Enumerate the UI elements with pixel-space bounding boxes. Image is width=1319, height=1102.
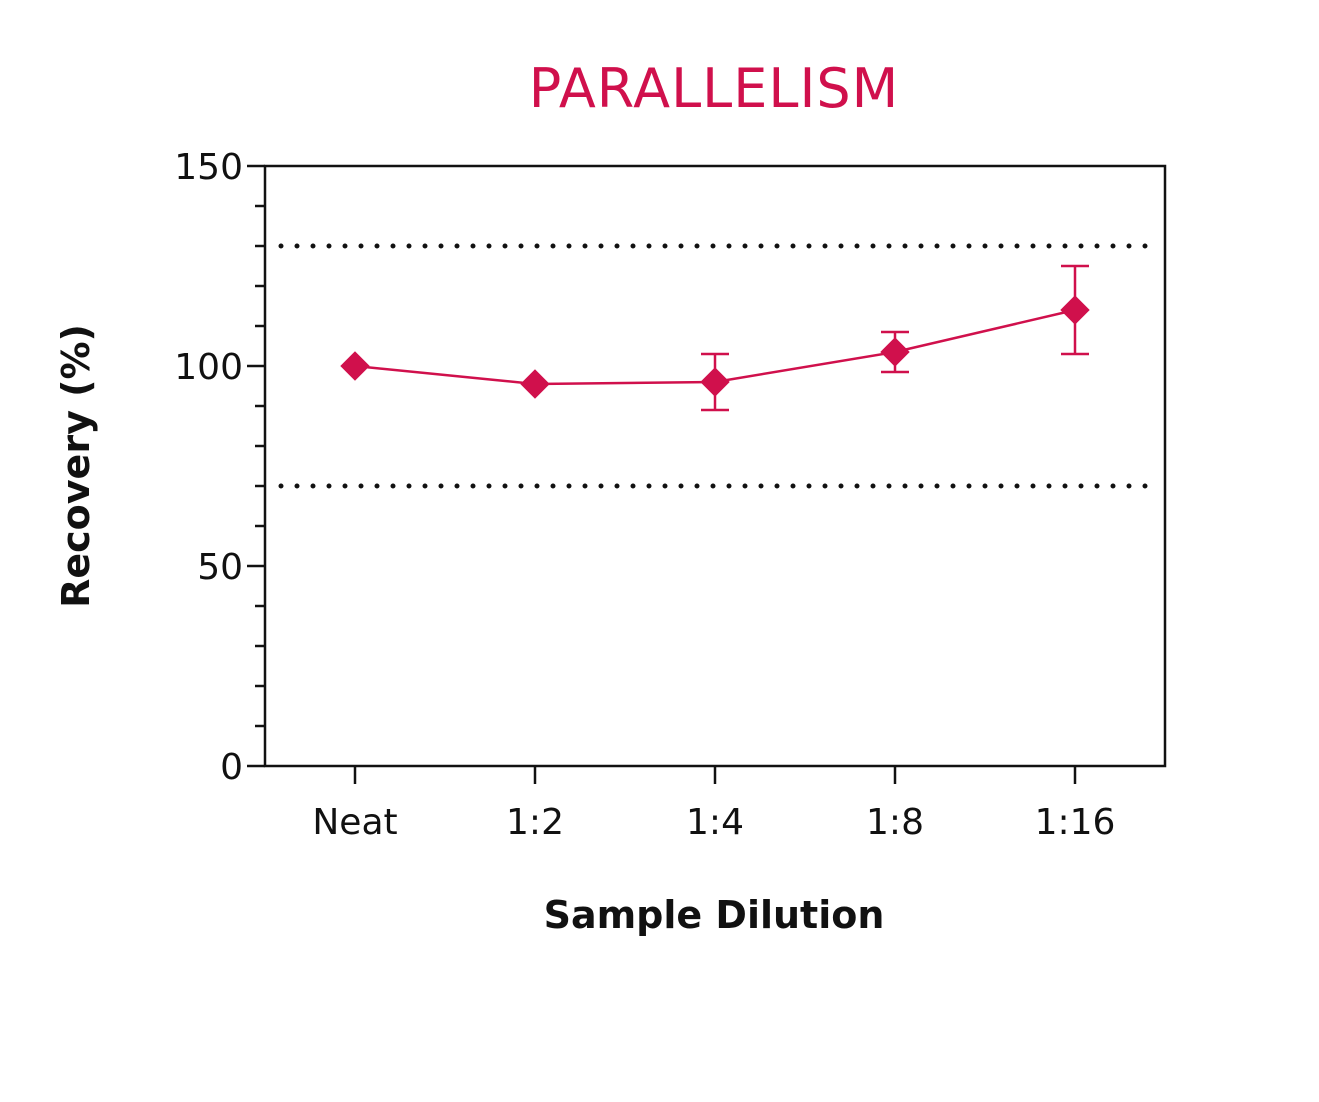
x-tick-label: Neat (312, 802, 397, 843)
y-tick-label: 50 (197, 547, 243, 588)
x-tick-label: 1:2 (506, 802, 564, 843)
plot-area (263, 164, 1167, 768)
data-point (700, 367, 730, 397)
chart-title: PARALLELISM (529, 57, 900, 120)
x-tick-label: 1:8 (866, 802, 924, 843)
x-tick-label: 1:16 (1035, 802, 1116, 843)
data-point (340, 351, 370, 381)
data-point (880, 337, 910, 367)
reference-lines (278, 243, 1160, 489)
y-tick-label: 100 (174, 347, 243, 388)
y-axis: 0 50 100 150 (174, 147, 265, 788)
data-point (520, 369, 550, 399)
data-point (1060, 295, 1090, 325)
y-tick-label: 150 (174, 147, 243, 188)
plot-frame (263, 164, 1167, 768)
x-axis: Neat 1:2 1:4 1:8 1:16 (312, 766, 1115, 843)
y-tick-label: 0 (220, 747, 243, 788)
x-tick-label: 1:4 (686, 802, 744, 843)
y-axis-label: Recovery (%) (54, 324, 98, 608)
x-axis-label: Sample Dilution (544, 893, 885, 937)
series-layer (340, 264, 1090, 412)
